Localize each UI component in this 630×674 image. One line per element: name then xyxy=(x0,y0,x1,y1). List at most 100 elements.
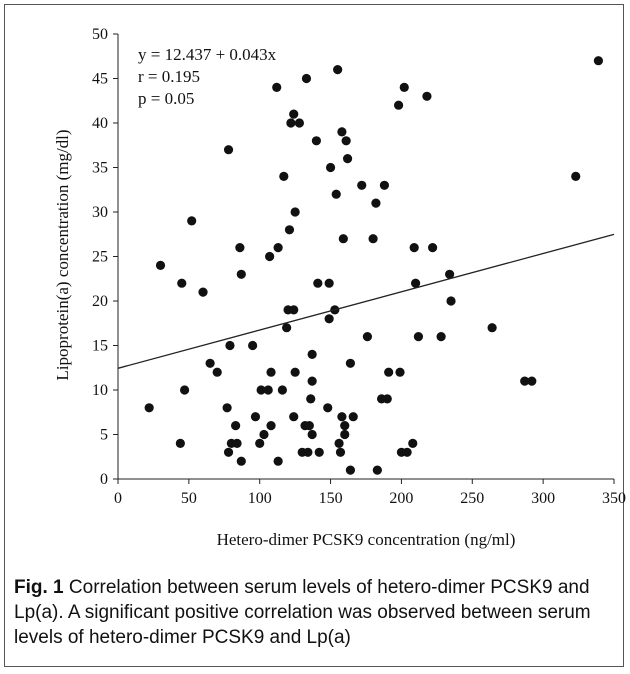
caption-label: Fig. 1 xyxy=(14,577,64,598)
x-tick-label: 150 xyxy=(319,490,343,507)
data-point xyxy=(248,340,258,351)
y-tick-label: 0 xyxy=(100,471,108,488)
data-point xyxy=(284,225,295,235)
data-point xyxy=(236,456,246,466)
data-point xyxy=(223,447,234,457)
figure-caption: Fig. 1 Correlation between serum levels … xyxy=(14,575,614,650)
data-point xyxy=(303,447,313,457)
figure-frame xyxy=(4,4,624,667)
data-point xyxy=(384,367,394,377)
data-point xyxy=(323,403,333,413)
data-point xyxy=(307,376,317,386)
data-point xyxy=(144,403,154,413)
data-point xyxy=(286,118,296,128)
data-point xyxy=(180,385,190,395)
data-point xyxy=(393,100,404,110)
data-point xyxy=(307,349,317,359)
data-point xyxy=(411,278,421,288)
y-tick-label: 50 xyxy=(92,26,108,43)
data-point xyxy=(334,438,344,448)
data-point xyxy=(273,243,283,253)
trendline-segment xyxy=(117,233,615,369)
data-point xyxy=(379,180,390,190)
data-point xyxy=(187,216,197,226)
y-tick-label: 10 xyxy=(92,382,108,399)
data-point xyxy=(593,56,604,66)
data-points xyxy=(144,56,604,475)
data-point xyxy=(408,438,418,448)
data-point xyxy=(314,447,324,457)
data-point xyxy=(212,367,222,377)
data-point xyxy=(372,465,382,475)
y-tick-label: 5 xyxy=(100,427,108,444)
data-point xyxy=(223,145,234,155)
data-point xyxy=(290,367,300,377)
data-point xyxy=(333,65,343,75)
data-point xyxy=(222,403,232,413)
annotation-text: y = 12.437 + 0.043x xyxy=(138,45,277,64)
data-point xyxy=(436,332,446,342)
data-point xyxy=(177,278,187,288)
data-point xyxy=(294,118,304,128)
data-point xyxy=(289,412,299,422)
data-point xyxy=(313,278,323,288)
data-point xyxy=(255,438,265,448)
data-point xyxy=(331,189,341,199)
data-point xyxy=(289,109,299,119)
data-point xyxy=(266,421,276,431)
data-point xyxy=(445,269,455,279)
data-point xyxy=(232,438,242,448)
data-point xyxy=(307,429,317,440)
data-point xyxy=(428,243,438,253)
data-point xyxy=(409,243,419,253)
data-point xyxy=(341,136,351,146)
x-tick-label: 200 xyxy=(389,490,413,507)
data-point xyxy=(250,412,261,422)
annotation-text: p = 0.05 xyxy=(138,89,194,108)
data-point xyxy=(340,421,350,431)
data-point xyxy=(290,207,300,217)
data-point xyxy=(272,82,282,92)
data-point xyxy=(301,73,312,84)
data-point xyxy=(324,314,334,324)
y-tick-label: 45 xyxy=(92,71,108,88)
data-point xyxy=(273,456,283,466)
data-point xyxy=(306,394,316,404)
data-point xyxy=(337,127,347,137)
data-point xyxy=(304,421,314,431)
chart-ticks: 0 50 100 150 200 250 300 350 0 5 10 15 20 25 30 35 40 45 5… xyxy=(92,26,626,507)
data-point xyxy=(399,82,409,92)
data-point xyxy=(265,251,275,262)
data-point xyxy=(487,323,497,333)
data-point xyxy=(235,243,245,253)
data-point xyxy=(263,385,273,395)
data-point xyxy=(155,260,166,270)
x-tick-label: 250 xyxy=(460,490,484,507)
data-point xyxy=(382,394,392,404)
data-point xyxy=(368,234,378,244)
x-tick-label: 0 xyxy=(114,490,122,507)
data-point xyxy=(231,421,241,431)
x-axis-label: Hetero-dimer PCSK9 concentration (ng/ml) xyxy=(217,530,516,549)
y-tick-label: 40 xyxy=(92,115,108,132)
data-point xyxy=(520,376,530,386)
data-point xyxy=(282,323,292,333)
y-tick-label: 30 xyxy=(92,204,108,221)
data-point xyxy=(342,154,353,164)
data-point xyxy=(335,447,346,457)
data-point xyxy=(198,287,208,297)
data-point xyxy=(236,269,246,279)
data-point xyxy=(338,234,348,244)
data-point xyxy=(325,162,336,173)
data-point xyxy=(256,385,266,395)
y-tick-label: 25 xyxy=(92,249,108,266)
y-axis-label: Lipoprotein(a) concentration (mg/dl) xyxy=(53,129,72,380)
data-point xyxy=(357,180,367,190)
x-tick-label: 50 xyxy=(181,490,197,507)
data-point xyxy=(225,340,235,351)
data-point xyxy=(277,385,287,395)
data-point xyxy=(571,171,581,181)
data-point xyxy=(395,367,405,377)
data-point xyxy=(205,358,215,368)
data-point xyxy=(266,367,276,377)
